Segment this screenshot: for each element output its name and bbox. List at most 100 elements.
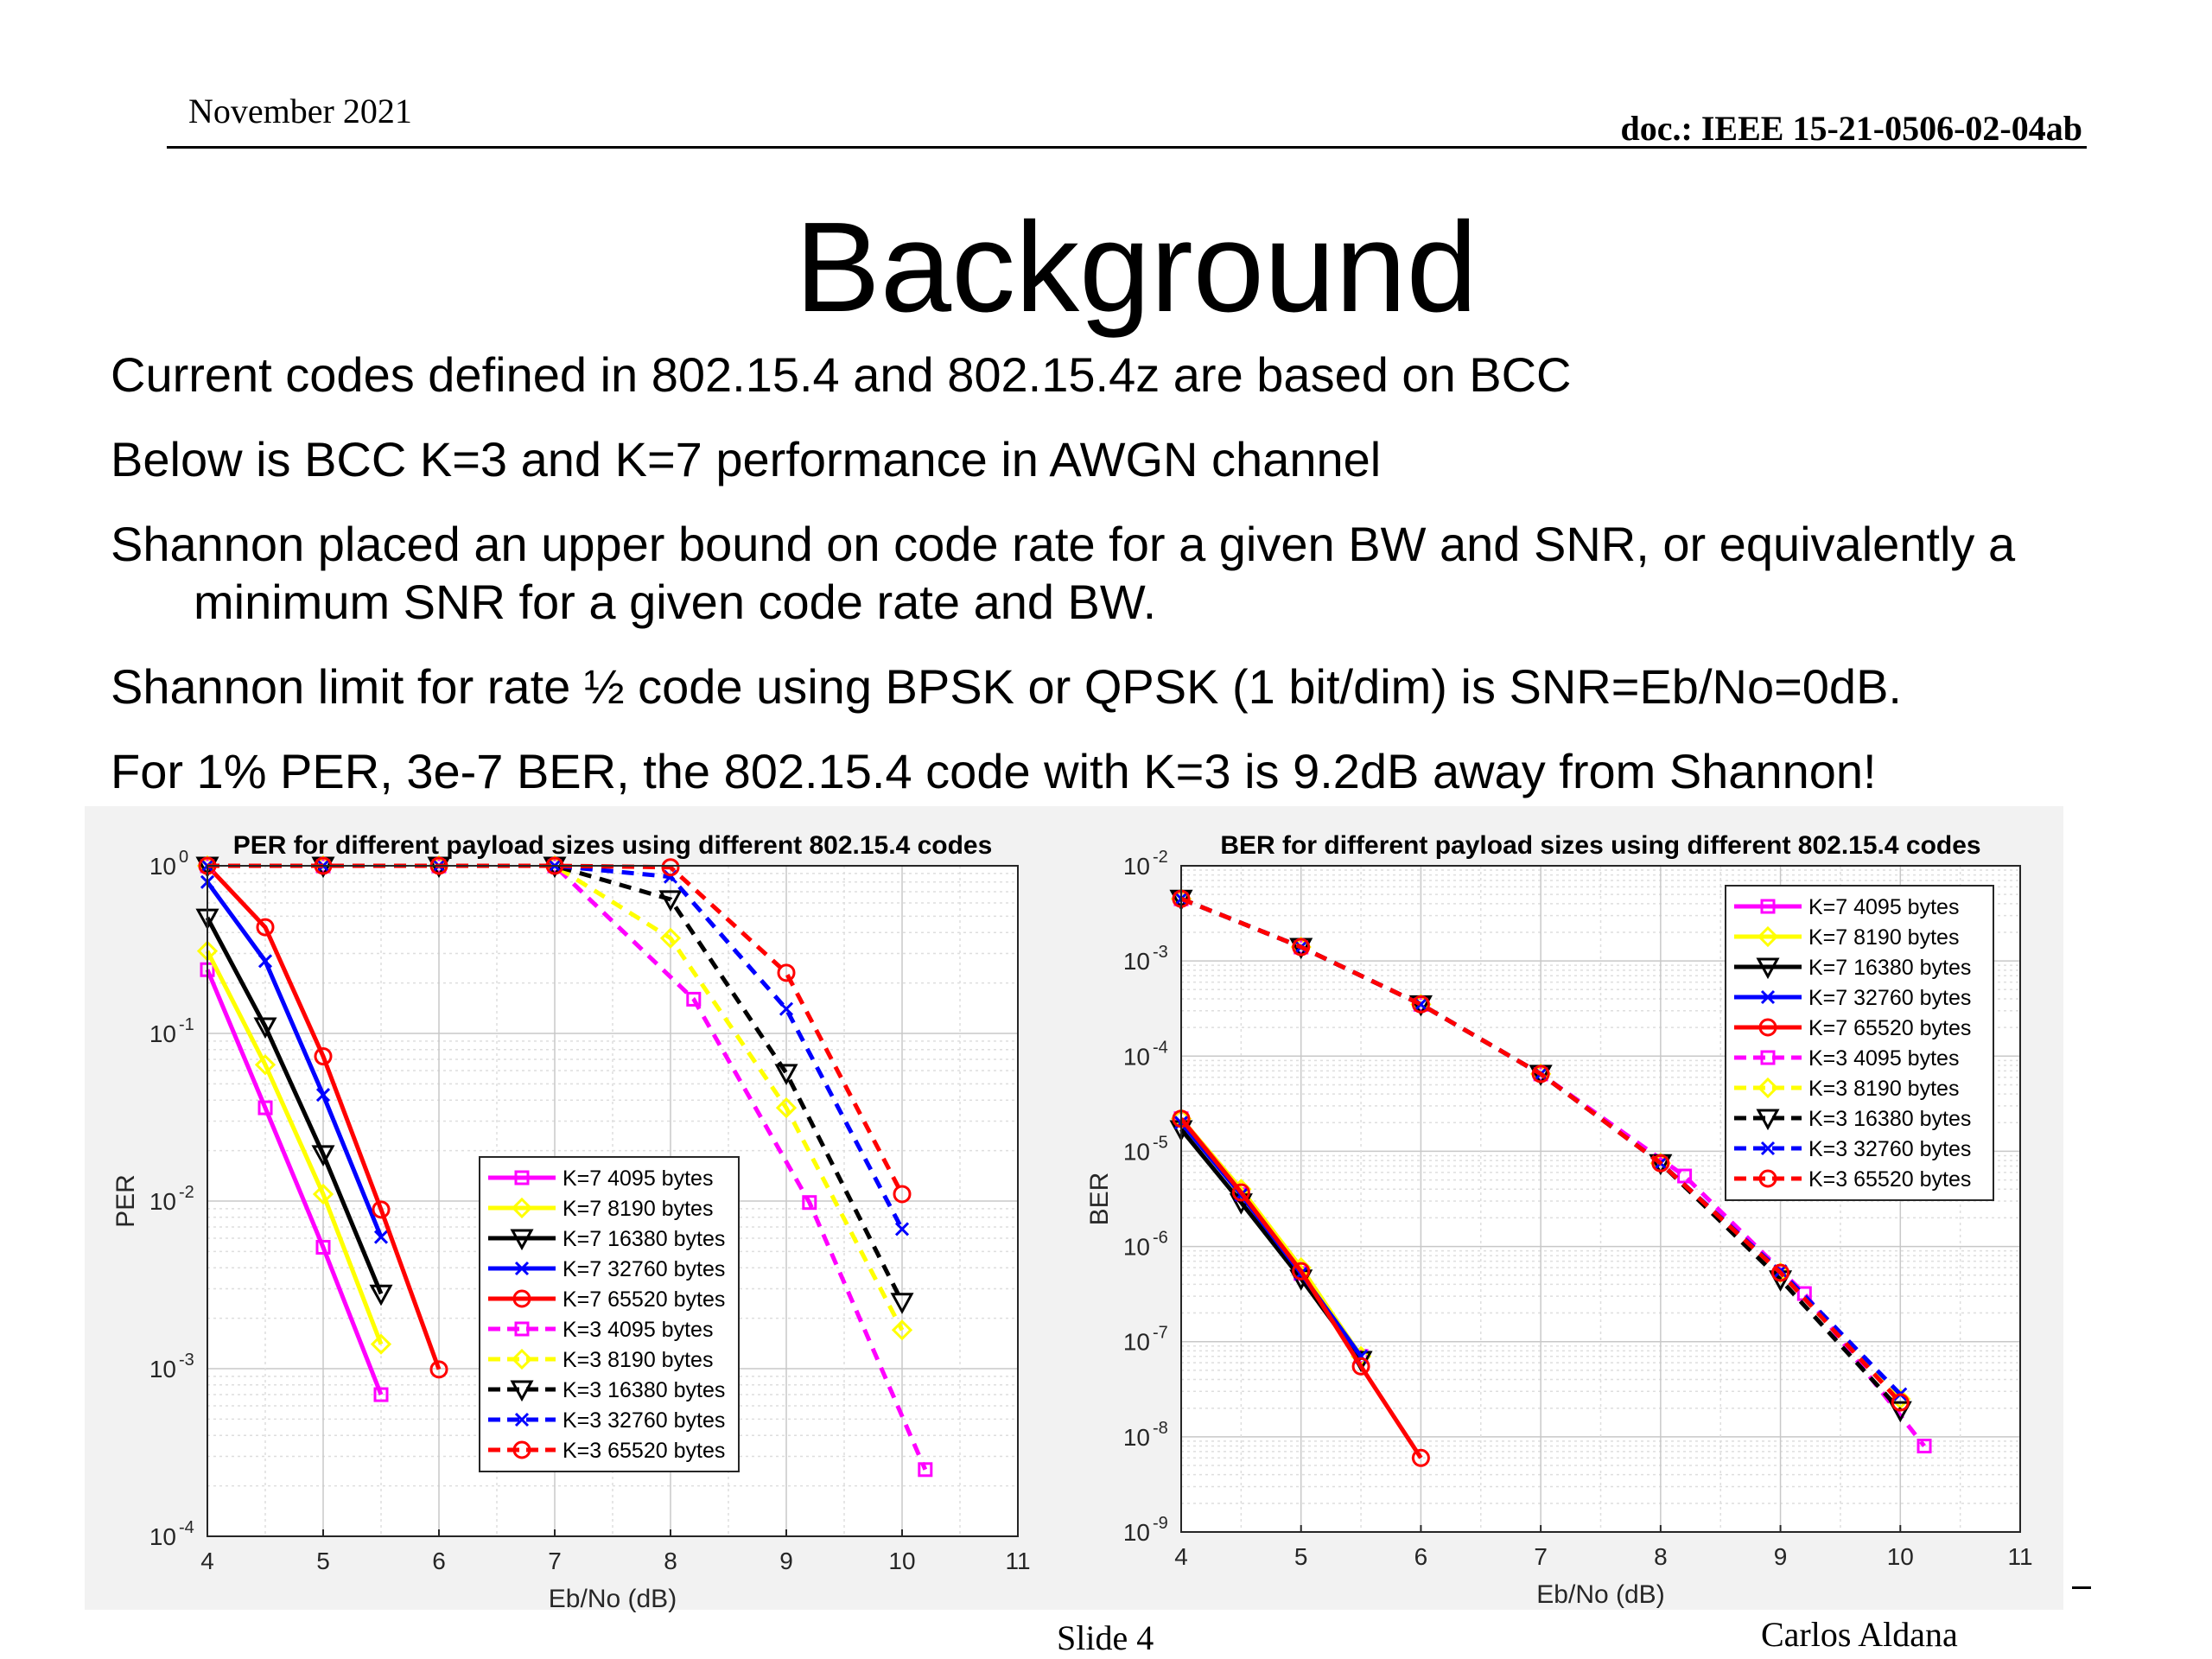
- y-tick-base: 10: [1123, 1234, 1150, 1261]
- author-name: Carlos Aldana: [1761, 1615, 1958, 1654]
- y-tick-exponent: -7: [1153, 1324, 1168, 1343]
- y-tick-base: 10: [1123, 1329, 1150, 1356]
- x-tick-label: 6: [432, 1548, 446, 1574]
- legend: K=7 4095 bytes K=7 8190 bytes K=7 16380 by…: [479, 1156, 740, 1472]
- data-point: [1888, 1401, 1912, 1423]
- x-tick-label: 4: [200, 1548, 214, 1574]
- y-tick-base: 10: [149, 1523, 176, 1550]
- y-tick-base: 10: [149, 1020, 176, 1047]
- plot-frame: [207, 865, 1019, 1537]
- y-tick-exponent: 0: [179, 848, 188, 867]
- y-tick-base: 10: [1123, 948, 1150, 975]
- y-tick-label: 10: [149, 853, 176, 880]
- data-point: [1231, 1183, 1250, 1202]
- data-point: [686, 991, 702, 1007]
- legend-label: K=3 4095 bytes: [563, 1318, 713, 1342]
- y-tick-exponent: -1: [179, 1015, 194, 1034]
- bullet-item: Below is BCC K=3 and K=7 performance in …: [111, 432, 1382, 486]
- legend-label: K=3 16380 bytes: [1808, 1107, 1971, 1131]
- plot-frame: [1180, 865, 2021, 1533]
- data-point: [659, 927, 682, 949]
- data-point: [511, 1348, 533, 1370]
- y-tick-exponent: -4: [1153, 1038, 1168, 1057]
- y-tick-label: 10: [1123, 1424, 1150, 1451]
- data-point: [1760, 989, 1776, 1005]
- header-rule: [167, 146, 2087, 149]
- y-tick-base: 10: [149, 853, 176, 880]
- y-tick-exponent: -5: [1153, 1133, 1168, 1152]
- data-point: [893, 1185, 912, 1204]
- data-point: [514, 1170, 530, 1185]
- x-tick-label: 7: [1534, 1543, 1548, 1570]
- legend-label: K=7 65520 bytes: [563, 1287, 725, 1312]
- x-tick-label: 11: [2007, 1543, 2032, 1570]
- x-axis-label: Eb/No (dB): [1536, 1580, 1664, 1609]
- series-line: [1179, 1117, 1423, 1459]
- data-point: [372, 1200, 391, 1219]
- data-point: [510, 1380, 534, 1402]
- data-point: [1411, 1448, 1430, 1467]
- data-point: [1916, 1439, 1932, 1454]
- data-point: [775, 1096, 798, 1119]
- data-point: [890, 1293, 914, 1314]
- bullet-list: Current codes defined in 802.15.4 and 80…: [111, 346, 2124, 827]
- y-tick-label: 10: [1123, 1138, 1150, 1165]
- data-point: [894, 1222, 910, 1236]
- y-tick-base: 10: [1123, 1519, 1150, 1546]
- y-axis-label: PER: [111, 1174, 140, 1228]
- bullet-item: For 1% PER, 3e-7 BER, the 802.15.4 code …: [111, 744, 1877, 798]
- series-line: [205, 880, 384, 1238]
- legend-label: K=3 32760 bytes: [563, 1408, 725, 1433]
- header-date: November 2021: [188, 92, 412, 130]
- footer-dash: [2072, 1586, 2091, 1589]
- legend-label: K=7 4095 bytes: [1808, 895, 1959, 919]
- data-point: [510, 1229, 534, 1251]
- slide-number: Slide 4: [1057, 1618, 1154, 1657]
- x-tick-label: 5: [316, 1548, 330, 1574]
- y-tick-label: 10: [1123, 853, 1150, 880]
- data-point: [774, 1064, 798, 1086]
- legend-label: K=3 8190 bytes: [1808, 1077, 1959, 1101]
- y-tick-label: 10: [149, 1188, 176, 1215]
- series-line: [205, 916, 384, 1295]
- x-tick-label: 6: [1414, 1543, 1428, 1570]
- legend-label: K=7 16380 bytes: [1808, 956, 1971, 980]
- bullet-item: Shannon limit for rate ½ code using BPSK…: [111, 659, 1902, 714]
- data-point: [1756, 1109, 1780, 1131]
- y-tick-exponent: -3: [179, 1351, 194, 1370]
- data-point: [257, 954, 273, 969]
- data-point: [1758, 1169, 1777, 1188]
- y-tick-label: 10: [1123, 1519, 1150, 1546]
- data-point: [315, 1239, 331, 1255]
- y-tick-exponent: -2: [179, 1183, 194, 1202]
- y-tick-base: 10: [1123, 1424, 1150, 1451]
- data-point: [802, 1195, 817, 1211]
- legend-label: K=7 32760 bytes: [1808, 986, 1971, 1010]
- y-tick-label: 10: [1123, 1043, 1150, 1070]
- y-tick-exponent: -8: [1153, 1419, 1168, 1438]
- data-point: [370, 1333, 392, 1355]
- data-point: [661, 858, 680, 877]
- legend-label: K=3 65520 bytes: [1808, 1167, 1971, 1192]
- y-tick-exponent: -6: [1153, 1229, 1168, 1248]
- series-line: [205, 969, 384, 1396]
- data-point: [257, 1100, 273, 1116]
- y-tick-base: 10: [1123, 853, 1150, 880]
- legend-label: K=7 65520 bytes: [1808, 1016, 1971, 1040]
- y-tick-exponent: -3: [1153, 943, 1168, 962]
- data-point: [1758, 1018, 1777, 1037]
- chart-title: BER for different payload sizes using di…: [1220, 831, 1980, 860]
- legend-label: K=7 8190 bytes: [563, 1197, 713, 1221]
- data-point: [369, 1284, 393, 1306]
- legend-label: K=7 16380 bytes: [563, 1227, 725, 1251]
- legend-label: K=3 4095 bytes: [1808, 1046, 1959, 1071]
- data-point: [1760, 1141, 1776, 1156]
- x-tick-label: 7: [548, 1548, 562, 1574]
- data-point: [1756, 957, 1780, 980]
- x-tick-label: 4: [1174, 1543, 1188, 1570]
- legend-label: K=7 4095 bytes: [563, 1166, 713, 1191]
- data-point: [1411, 995, 1430, 1014]
- slide-title: Background: [795, 196, 1478, 339]
- y-tick-label: 10: [149, 1020, 176, 1047]
